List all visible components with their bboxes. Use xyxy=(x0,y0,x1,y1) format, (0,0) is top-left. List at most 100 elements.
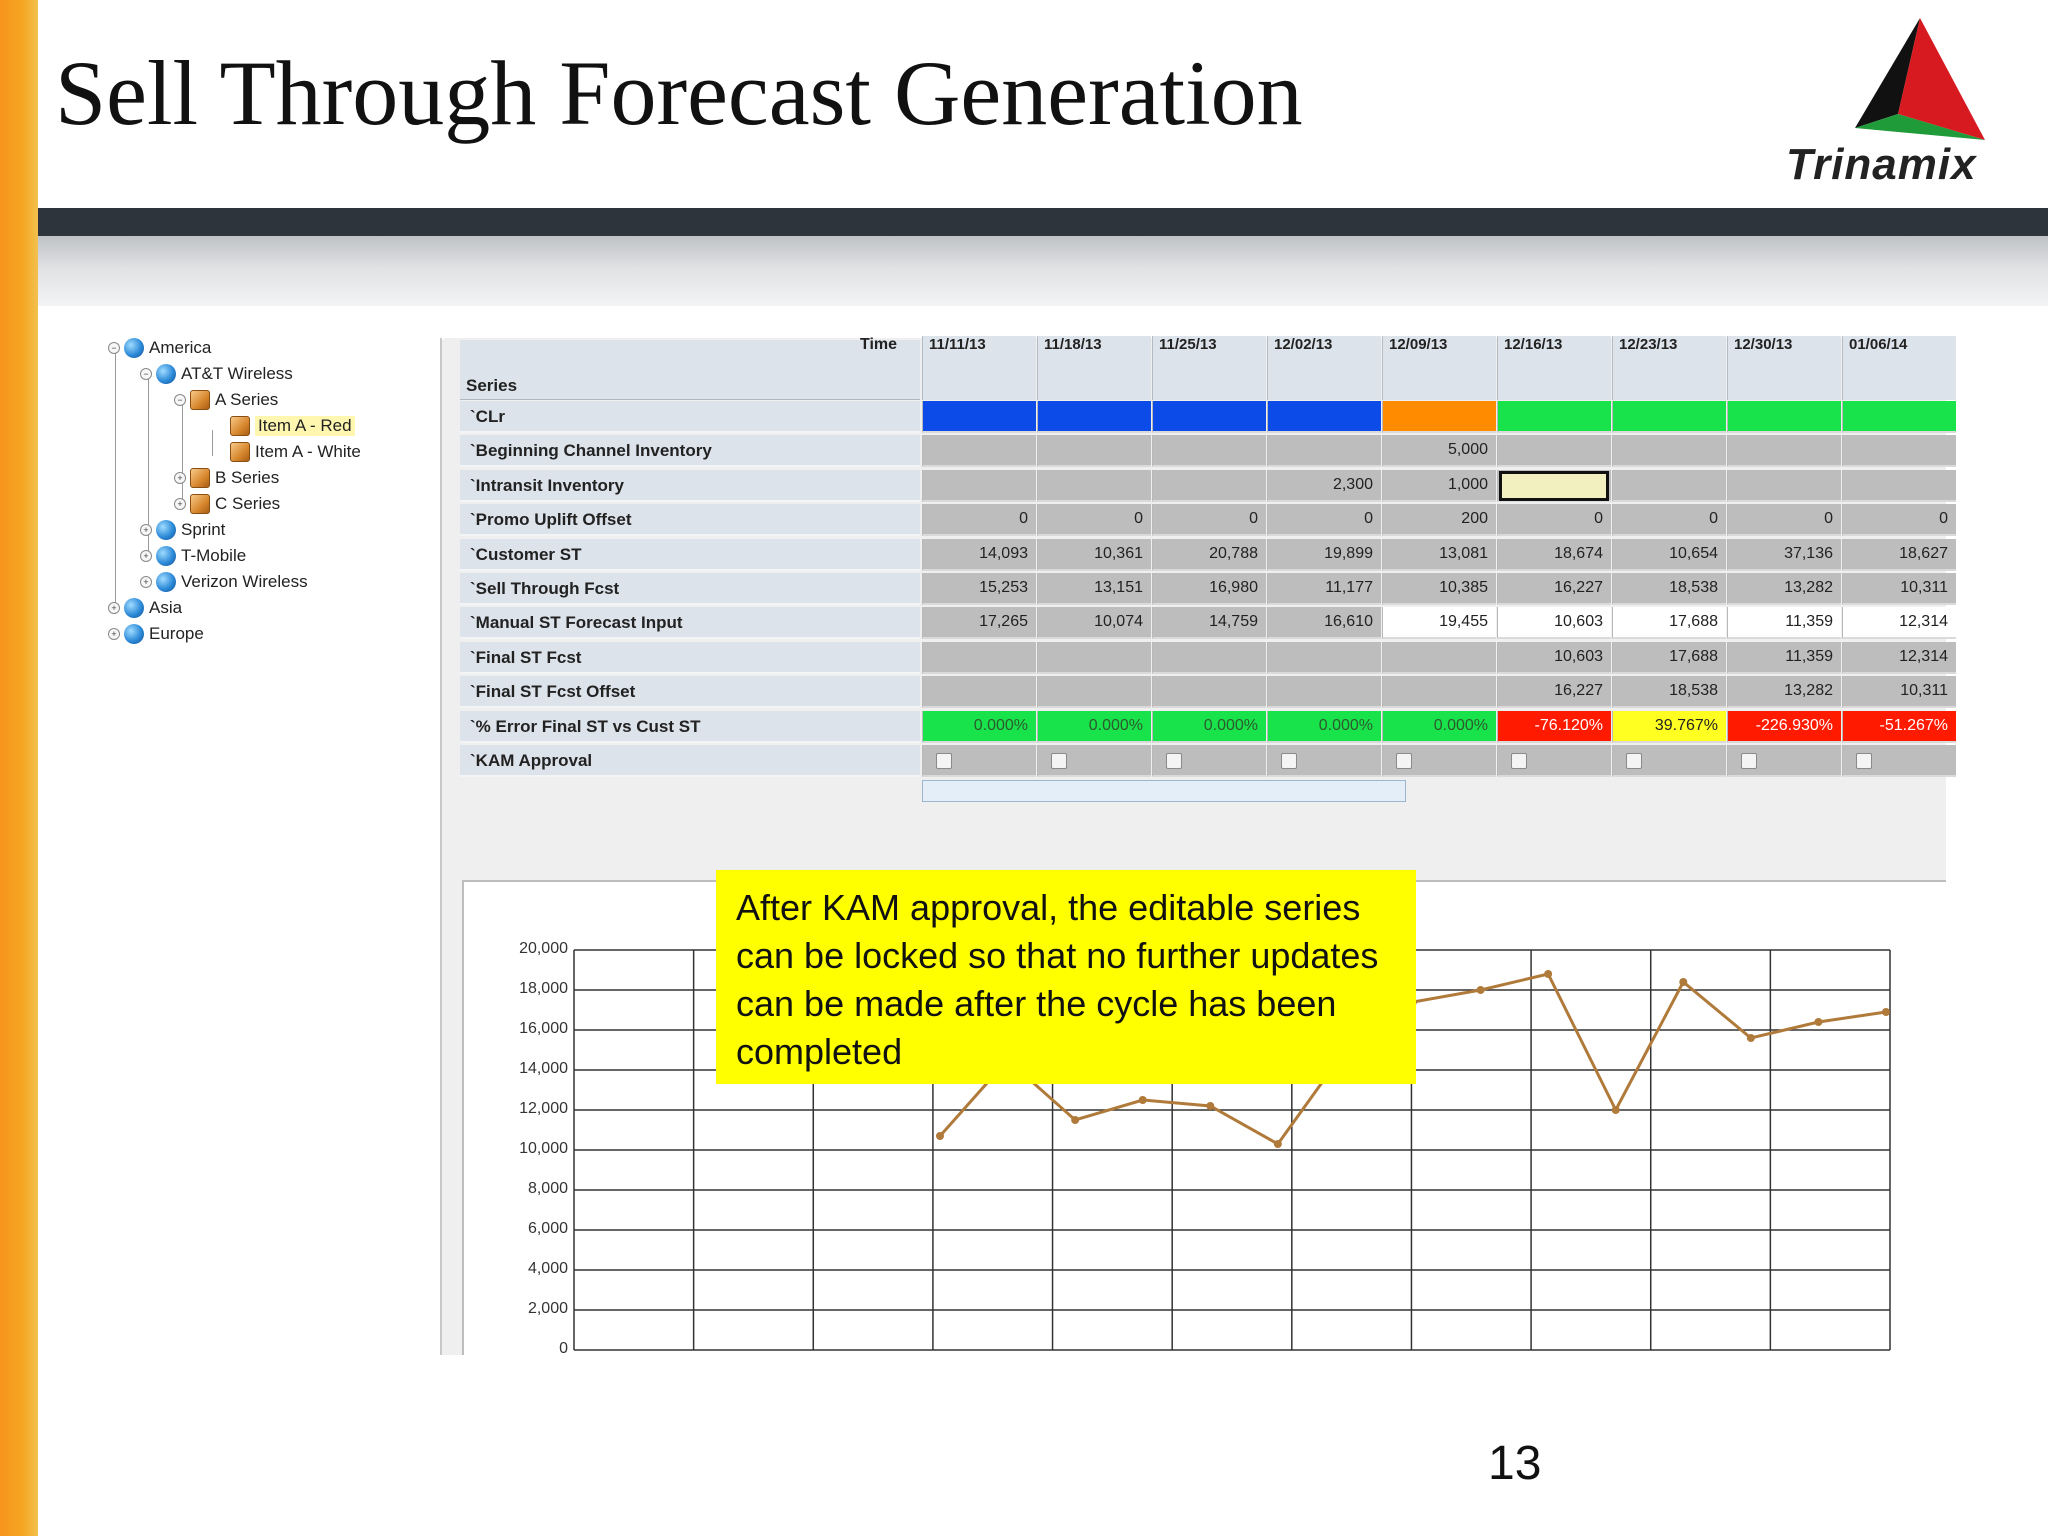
grid-cell-r3-c5: 0 xyxy=(1497,504,1611,537)
page-number: 13 xyxy=(1488,1437,1542,1490)
grid-cell-r6-c5[interactable]: 10,603 xyxy=(1497,607,1611,640)
row-label-9: `% Error Final ST vs Cust ST xyxy=(460,710,920,743)
date-header-4: 12/09/13 xyxy=(1382,336,1496,400)
tree-node-item-a-white[interactable]: Item A - White xyxy=(230,440,361,464)
box-icon xyxy=(190,468,210,488)
box-icon xyxy=(230,416,250,436)
grid-cell-r6-c4[interactable]: 19,455 xyxy=(1382,607,1496,640)
expand-toggle-icon[interactable]: − xyxy=(140,368,152,380)
y-tick-label-1: 2,000 xyxy=(527,1300,568,1317)
tree-node-c-series[interactable]: + C Series xyxy=(174,492,280,516)
kam-approval-checkbox-8[interactable] xyxy=(1856,753,1872,769)
grid-cell-r8-c8: 10,311 xyxy=(1842,676,1956,709)
y-tick-label-2: 4,000 xyxy=(527,1260,568,1277)
grid-cell-r8-c1 xyxy=(1037,676,1151,709)
grid-cell-r6-c7[interactable]: 11,359 xyxy=(1727,607,1841,640)
collapse-toggle-icon[interactable]: + xyxy=(140,550,152,562)
active-edit-cell[interactable] xyxy=(1499,470,1609,501)
tree-node-b-series[interactable]: + B Series xyxy=(174,466,279,490)
box-icon xyxy=(190,494,210,514)
kam-approval-checkbox-3[interactable] xyxy=(1281,753,1297,769)
grid-cell-r1-c1 xyxy=(1037,435,1151,468)
grid-cell-r7-c3 xyxy=(1267,641,1381,674)
grid-cell-r0-c1 xyxy=(1037,401,1151,433)
trinamix-logo-icon xyxy=(1855,18,1985,140)
collapse-toggle-icon[interactable]: + xyxy=(140,576,152,588)
grid-cell-r5-c0: 15,253 xyxy=(922,573,1036,605)
globe-icon xyxy=(156,546,176,566)
grid-cell-r8-c7: 13,282 xyxy=(1727,676,1841,709)
tree-connector xyxy=(148,378,149,558)
tree-node-item-a-red[interactable]: Item A - Red xyxy=(230,414,355,438)
grid-cell-r1-c6 xyxy=(1612,435,1726,468)
grid-cell-r3-c0: 0 xyxy=(922,504,1036,537)
tree-node-verizon-wireless[interactable]: + Verizon Wireless xyxy=(140,570,308,594)
series-point-12 xyxy=(1746,1034,1755,1042)
grid-cell-r8-c0 xyxy=(922,676,1036,709)
y-tick-label-4: 8,000 xyxy=(527,1180,568,1197)
grid-cell-r5-c8: 10,311 xyxy=(1842,573,1956,605)
grid-cell-r0-c0 xyxy=(922,401,1036,433)
horizontal-scrollbar[interactable] xyxy=(922,780,1406,802)
grid-cell-r0-c5 xyxy=(1497,401,1611,433)
date-header-2: 11/25/13 xyxy=(1152,336,1266,400)
grid-cell-r3-c8: 0 xyxy=(1842,504,1956,537)
grid-cell-r4-c1: 10,361 xyxy=(1037,538,1151,571)
tree-node-asia[interactable]: + Asia xyxy=(108,596,182,620)
kam-approval-checkbox-2[interactable] xyxy=(1166,753,1182,769)
date-header-5: 12/16/13 xyxy=(1497,336,1611,400)
series-point-11 xyxy=(1679,978,1688,986)
grid-cell-r0-c4 xyxy=(1382,401,1496,433)
grid-cell-r3-c2: 0 xyxy=(1152,504,1266,537)
grid-cell-r7-c4 xyxy=(1382,641,1496,674)
grid-cell-r2-c3: 2,300 xyxy=(1267,469,1381,502)
row-label-3: `Promo Uplift Offset xyxy=(460,504,920,537)
tree-node-america[interactable]: − America xyxy=(108,336,211,360)
kam-approval-checkbox-4[interactable] xyxy=(1396,753,1412,769)
kam-approval-checkbox-0[interactable] xyxy=(936,753,952,769)
grid-cell-r1-c4: 5,000 xyxy=(1382,435,1496,468)
collapse-toggle-icon[interactable]: + xyxy=(108,602,120,614)
kam-approval-checkbox-6[interactable] xyxy=(1626,753,1642,769)
series-point-14 xyxy=(1882,1008,1890,1016)
kam-approval-checkbox-5[interactable] xyxy=(1511,753,1527,769)
hierarchy-tree xyxy=(102,338,442,1355)
kam-approval-checkbox-1[interactable] xyxy=(1051,753,1067,769)
grid-cell-r1-c7 xyxy=(1727,435,1841,468)
y-tick-label-10: 20,000 xyxy=(519,940,568,957)
series-point-9 xyxy=(1544,970,1553,978)
expand-toggle-icon[interactable]: − xyxy=(174,394,186,406)
tree-node-sprint[interactable]: + Sprint xyxy=(140,518,225,542)
grid-cell-r1-c2 xyxy=(1152,435,1266,468)
tree-node-t-mobile[interactable]: + T-Mobile xyxy=(140,544,246,568)
grid-corner-header xyxy=(460,340,920,400)
y-tick-label-3: 6,000 xyxy=(527,1220,568,1237)
expand-toggle-icon[interactable]: − xyxy=(108,342,120,354)
grid-cell-r4-c7: 37,136 xyxy=(1727,538,1841,571)
row-label-4: `Customer ST xyxy=(460,538,920,571)
grid-cell-r6-c6[interactable]: 17,688 xyxy=(1612,607,1726,640)
grid-cell-r6-c8[interactable]: 12,314 xyxy=(1842,607,1956,640)
globe-icon xyxy=(156,364,176,384)
collapse-toggle-icon[interactable]: + xyxy=(108,628,120,640)
grid-cell-r5-c7: 13,282 xyxy=(1727,573,1841,605)
row-label-0: `CLr xyxy=(460,401,920,433)
kam-approval-checkbox-7[interactable] xyxy=(1741,753,1757,769)
grid-cell-r4-c6: 10,654 xyxy=(1612,538,1726,571)
tree-node-europe[interactable]: + Europe xyxy=(108,622,204,646)
grid-cell-r2-c1 xyxy=(1037,469,1151,502)
y-tick-label-9: 18,000 xyxy=(519,980,568,997)
tree-node-a-series[interactable]: − A Series xyxy=(174,388,278,412)
date-header-6: 12/23/13 xyxy=(1612,336,1726,400)
collapse-toggle-icon[interactable]: + xyxy=(174,472,186,484)
collapse-toggle-icon[interactable]: + xyxy=(174,498,186,510)
grid-cell-r7-c6: 17,688 xyxy=(1612,641,1726,674)
y-tick-label-7: 14,000 xyxy=(519,1060,568,1077)
grid-cell-r2-c6 xyxy=(1612,469,1726,502)
logo-text: Trinamix xyxy=(1786,140,1977,189)
grid-cell-r3-c7: 0 xyxy=(1727,504,1841,537)
globe-icon xyxy=(124,624,144,644)
collapse-toggle-icon[interactable]: + xyxy=(140,524,152,536)
row-label-6: `Manual ST Forecast Input xyxy=(460,607,920,640)
tree-node-att-wireless[interactable]: − AT&T Wireless xyxy=(140,362,293,386)
